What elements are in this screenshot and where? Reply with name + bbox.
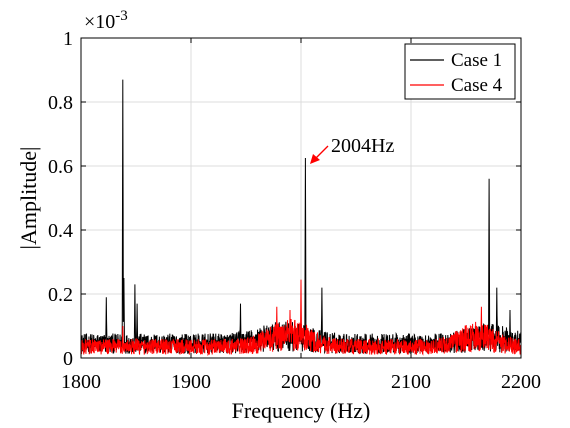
x-axis-label: Frequency (Hz): [232, 398, 371, 423]
annotation-label: 2004Hz: [331, 135, 394, 157]
annotation-arrow-head: [310, 154, 320, 164]
x-tick-label: 2200: [501, 371, 541, 393]
legend: Case 1 Case 4: [404, 43, 516, 100]
y-tick-label: 0: [63, 348, 73, 370]
y-multiplier: ×10-3: [84, 8, 128, 33]
peak-annotation: 2004Hz: [310, 135, 394, 164]
legend-label-case-4: Case 4: [451, 75, 503, 96]
x-tick-label: 1800: [61, 371, 101, 393]
y-tick-label: 0.4: [48, 220, 73, 242]
y-axis-label: |Amplitude|: [16, 147, 41, 250]
axis-ticks: 1800 1900 2000 2100 2200 0 0.2 0.4 0.6 0.8 1: [48, 28, 541, 393]
y-tick-label: 0.6: [48, 156, 73, 178]
legend-box: [404, 43, 516, 100]
x-tick-label: 2100: [391, 371, 431, 393]
y-tick-label: 0.2: [48, 284, 73, 306]
x-tick-label: 2000: [281, 371, 321, 393]
x-tick-label: 1900: [171, 371, 211, 393]
y-tick-label: 1: [63, 28, 73, 50]
series-layer: [80, 79, 522, 357]
legend-label-case-1: Case 1: [451, 50, 502, 71]
annotation-arrow-line: [315, 145, 329, 159]
y-tick-label: 0.8: [48, 92, 73, 114]
series-line-case-4: [80, 279, 522, 357]
